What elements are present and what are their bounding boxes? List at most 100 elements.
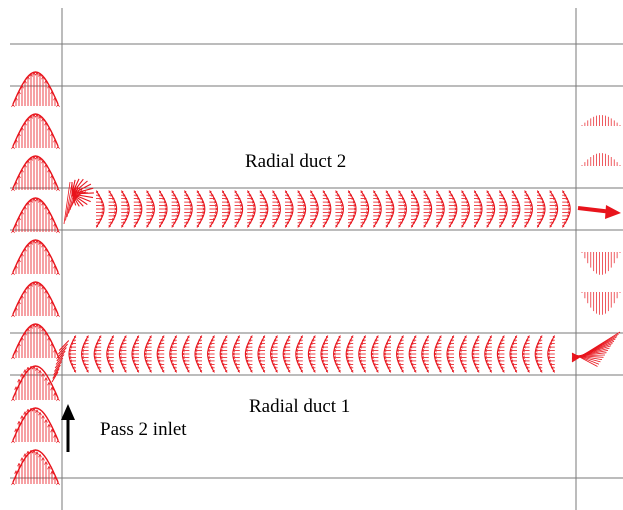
profile-envelope [207, 336, 215, 372]
velocity-vector [17, 379, 20, 383]
velocity-vector [284, 226, 288, 228]
velocity-vector [552, 371, 556, 373]
velocity-vector [401, 371, 404, 373]
profile-envelope [270, 336, 278, 372]
velocity-vector [133, 226, 136, 228]
velocity-vector [363, 371, 367, 373]
velocity-vector [66, 184, 75, 218]
profile-envelope [398, 191, 407, 227]
velocity-vector [335, 190, 338, 192]
velocity-vector [562, 190, 565, 192]
velocity-vector [262, 335, 266, 337]
profile-envelope [474, 191, 483, 227]
profile-envelope [12, 281, 59, 315]
radial-duct-2-vector-profiles [95, 190, 571, 228]
profile-envelope [12, 407, 59, 441]
velocity-vector [212, 335, 215, 337]
velocity-vector [39, 454, 42, 458]
profile-envelope [118, 336, 126, 372]
velocity-vector [12, 439, 15, 444]
velocity-vector [247, 226, 250, 228]
velocity-vector [38, 454, 41, 458]
profile-envelope [396, 336, 404, 372]
velocity-vector [12, 271, 15, 276]
velocity-vector [536, 226, 540, 228]
velocity-vector [477, 335, 480, 337]
profile-envelope [194, 336, 202, 372]
profile-envelope [446, 336, 454, 372]
profile-envelope [68, 336, 76, 372]
profile-envelope [121, 191, 130, 227]
velocity-vector [351, 335, 354, 337]
velocity-vector [45, 461, 48, 465]
velocity-vector [187, 335, 190, 337]
velocity-vector [272, 190, 275, 192]
velocity-vector [50, 387, 53, 391]
velocity-vector [71, 183, 92, 195]
velocity-vector [124, 371, 127, 373]
velocity-vector [136, 371, 140, 373]
profile-envelope [181, 336, 189, 372]
velocity-vector [36, 451, 39, 455]
velocity-vector [360, 226, 363, 228]
velocity-vector [262, 371, 266, 373]
velocity-vector [250, 335, 253, 337]
profile-envelope [562, 191, 571, 227]
velocity-vector [42, 457, 45, 461]
velocity-vector [35, 451, 38, 455]
velocity-vector [250, 371, 253, 373]
profile-envelope [408, 336, 416, 372]
velocity-vector [376, 371, 379, 373]
profile-envelope [433, 336, 441, 372]
velocity-vector [527, 335, 530, 337]
velocity-vector [184, 190, 187, 192]
velocity-vector [158, 190, 162, 192]
velocity-vector [196, 190, 199, 192]
velocity-vector [414, 335, 417, 337]
velocity-vector [50, 429, 53, 433]
profile-envelope [12, 323, 59, 357]
velocity-vector [39, 412, 42, 416]
velocity-vector [322, 190, 325, 192]
velocity-vector [99, 371, 102, 373]
velocity-vector [56, 187, 59, 192]
profile-envelope [184, 191, 193, 227]
profile-envelope [93, 336, 101, 372]
velocity-vector [234, 226, 237, 228]
velocity-vector [11, 313, 14, 318]
velocity-vector [540, 335, 543, 337]
profile-envelope [159, 191, 168, 227]
velocity-vector [44, 461, 47, 465]
velocity-vector [275, 335, 278, 337]
corner-vector-clusters [51, 178, 621, 383]
velocity-vector [373, 190, 376, 192]
velocity-vector [338, 371, 341, 373]
velocity-vector [23, 453, 26, 457]
velocity-vector [300, 371, 304, 373]
velocity-vector [53, 434, 56, 438]
profile-envelope [106, 336, 114, 372]
velocity-vector [347, 190, 351, 192]
profile-envelope [282, 336, 290, 372]
profile-envelope [12, 71, 59, 105]
velocity-vector [57, 187, 60, 192]
profile-envelope [12, 365, 59, 399]
up-arrow-icon [61, 404, 75, 452]
profile-envelope [424, 191, 433, 227]
velocity-vector [20, 373, 23, 377]
profile-envelope [547, 336, 555, 372]
velocity-vector [423, 226, 426, 228]
profile-envelope [550, 191, 559, 227]
velocity-vector [63, 181, 71, 225]
profile-envelope [484, 336, 492, 372]
velocity-vector [44, 377, 47, 381]
profile-envelope [522, 336, 530, 372]
profile-envelope [436, 191, 445, 227]
velocity-vector [73, 371, 77, 373]
velocity-vector [71, 187, 81, 207]
velocity-vector [259, 226, 262, 228]
velocity-vector [65, 183, 73, 221]
velocity-vector [310, 226, 313, 228]
velocity-vector [12, 145, 15, 150]
velocity-vector [12, 355, 15, 360]
